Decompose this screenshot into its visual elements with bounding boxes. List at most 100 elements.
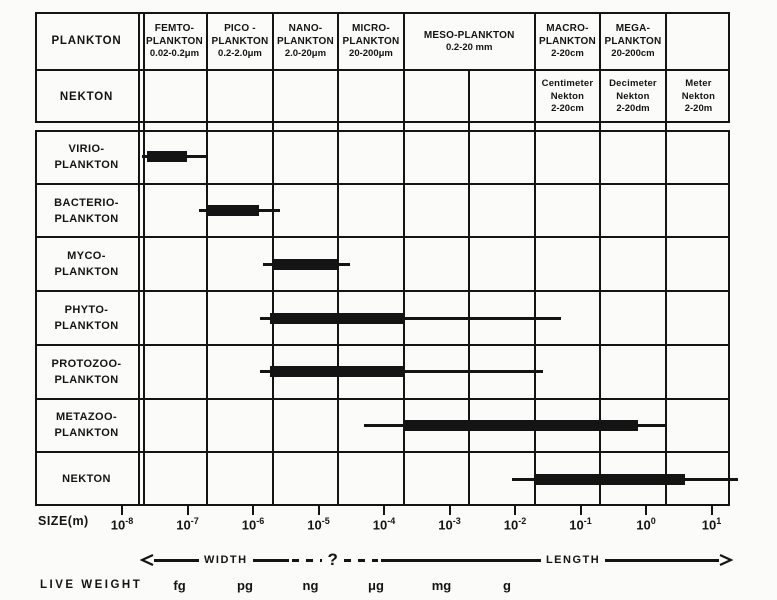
size-class-cell — [666, 14, 732, 68]
size-class-cell: Meter Nekton 2-20m — [666, 72, 732, 121]
grid-line — [402, 12, 405, 506]
size-class-name: PICO - — [224, 23, 256, 34]
header-table-border — [35, 12, 730, 123]
size-class-name: MACRO- — [546, 23, 589, 34]
row-label-line: METAZOO- — [55, 411, 118, 424]
arrow-line — [605, 558, 719, 562]
core-bar — [146, 151, 188, 163]
row-label: MYCO- PLANKTON — [37, 242, 136, 286]
dashed-line — [343, 558, 378, 562]
arrow-left-icon — [140, 553, 154, 567]
width-label: WIDTH — [204, 554, 248, 566]
row-label-line: PLANKTON — [54, 427, 119, 440]
axis-tick — [383, 506, 385, 515]
grid-line — [206, 12, 209, 506]
axis-tick-label: 10-3 — [438, 516, 461, 533]
arrow-line — [252, 558, 289, 562]
data-table-border — [35, 130, 730, 506]
axis-tick — [710, 506, 713, 515]
row-label: NEKTON — [37, 457, 136, 501]
axis-tick-label: 10-5 — [307, 516, 330, 533]
weight-unit: μg — [368, 578, 384, 593]
core-bar — [403, 419, 638, 431]
size-class-cell: MACRO- PLANKTON 2-20cm — [535, 14, 601, 68]
size-class-name: PLANKTON — [276, 36, 334, 47]
axis-tick-label: 100 — [636, 516, 656, 533]
size-class-range: 20-200μm — [349, 48, 393, 59]
size-class-cell: MESO-PLANKTON 0.2-20 mm — [404, 14, 535, 68]
row-label: METAZOO- PLANKTON — [37, 403, 136, 447]
question-mark: ? — [327, 550, 338, 569]
weight-unit: fg — [173, 578, 186, 593]
size-class-range: 20-200cm — [611, 48, 655, 59]
row-divider — [35, 397, 730, 400]
size-class-cell: MEGA- PLANKTON 20-200cm — [600, 14, 666, 68]
size-class-name: NANO- — [288, 23, 323, 34]
row-label: PHYTO- PLANKTON — [37, 296, 136, 340]
size-class-range: 2-20cm — [551, 103, 584, 114]
row-label-line: PHYTO- — [64, 304, 109, 316]
size-class-name: MEGA- — [615, 23, 651, 34]
size-class-cell: Centimeter Nekton 2-20cm — [535, 72, 601, 121]
row-label: PROTOZOO- PLANKTON — [37, 350, 136, 394]
size-class-cell: MICRO- PLANKTON 20-200μm — [338, 14, 404, 68]
plankton-row-header: PLANKTON — [51, 35, 122, 47]
grid-line — [664, 12, 667, 506]
size-class-name: FEMTO- — [154, 23, 195, 34]
row-divider — [35, 451, 730, 454]
weight-unit: pg — [237, 578, 253, 593]
size-class-name: Meter — [685, 78, 712, 89]
row-divider — [35, 182, 730, 185]
row-label: VIRIO- PLANKTON — [37, 135, 136, 179]
label-column-divider — [143, 12, 145, 506]
size-class-name: Nekton — [681, 90, 716, 102]
size-class-name: PLANKTON — [145, 36, 203, 47]
size-class-range: 2-20m — [684, 103, 713, 114]
size-class-name: PLANKTON — [538, 36, 596, 47]
size-class-name: MESO-PLANKTON — [423, 29, 515, 41]
size-class-range: 2.0-20μm — [284, 48, 327, 59]
range-line — [260, 316, 561, 320]
row-label-line: PLANKTON — [54, 373, 119, 386]
core-bar — [269, 312, 404, 324]
row-label-line: PLANKTON — [54, 212, 119, 225]
arrow-line — [154, 558, 199, 562]
size-class-name: PLANKTON — [211, 36, 269, 47]
row-label-line: PLANKTON — [54, 320, 119, 332]
axis-tick-label: 10-7 — [176, 516, 199, 533]
size-class-name: Decimeter — [609, 78, 657, 89]
axis-tick — [317, 506, 320, 515]
row-label-line: PLANKTON — [54, 266, 119, 279]
core-bar — [272, 258, 339, 270]
core-bar — [269, 366, 404, 378]
axis-tick — [186, 506, 189, 515]
size-class-name: Nekton — [550, 90, 585, 102]
axis-tick-label: 10-8 — [110, 516, 134, 533]
size-class-range: 0.2-20 mm — [445, 41, 493, 53]
nekton-row-header: NEKTON — [59, 90, 114, 103]
row-label-line: VIRIO- — [68, 142, 105, 155]
axis-tick-label: 10-6 — [241, 516, 265, 533]
grid-line — [533, 12, 536, 506]
weight-unit: g — [503, 578, 511, 593]
size-class-cell: FEMTO- PLANKTON 0.02-0.2μm — [142, 14, 208, 68]
row-divider — [35, 343, 730, 346]
weight-unit: ng — [302, 578, 319, 593]
live-weight-label: LIVE WEIGHT — [40, 579, 143, 591]
size-class-range: 0.02-0.2μm — [149, 48, 200, 59]
size-class-range: 2-20dm — [616, 103, 650, 114]
size-class-name: MICRO- — [352, 23, 390, 34]
row-label-line: NEKTON — [62, 473, 111, 486]
row-label-line: PROTOZOO- — [51, 357, 122, 370]
axis-tick-label: 10-4 — [372, 516, 396, 533]
row-label-line: PLANKTON — [54, 158, 119, 171]
size-class-cell: NANO- PLANKTON 2.0-20μm — [273, 14, 339, 68]
axis-tick — [252, 506, 254, 515]
size-class-range: 2-20cm — [551, 48, 584, 59]
label-column-divider — [138, 12, 140, 506]
size-class-name: Centimeter — [541, 78, 594, 89]
width-length-arrow: WIDTH ? LENGTH — [140, 550, 733, 569]
axis-tick-label: 10-2 — [503, 516, 527, 533]
weight-unit: mg — [431, 578, 452, 593]
